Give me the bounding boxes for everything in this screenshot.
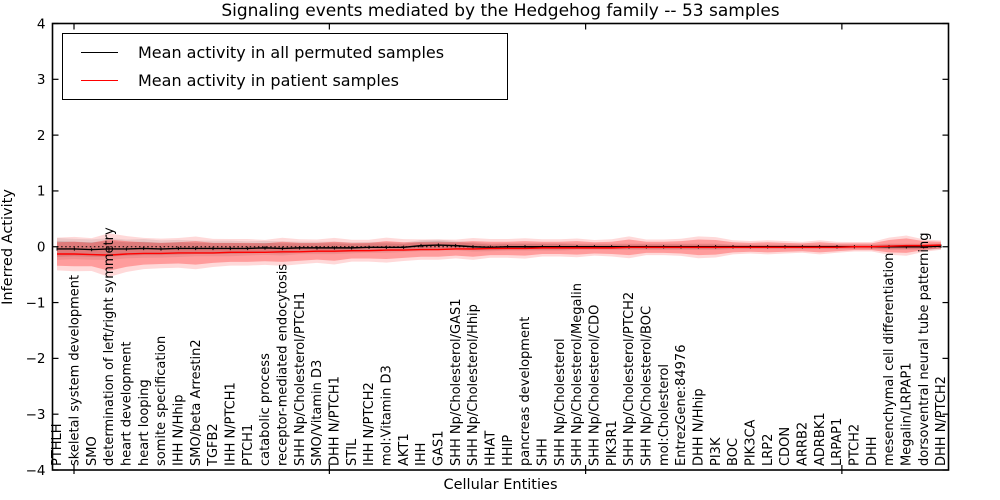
svg-text:PI3K: PI3K [709,437,724,466]
svg-text:−4: −4 [26,463,46,479]
svg-text:SHH Np/Cholesterol/Hhip: SHH Np/Cholesterol/Hhip [466,304,481,466]
svg-text:DHH N/PTCH2: DHH N/PTCH2 [934,376,949,466]
svg-text:TGFB2: TGFB2 [206,423,221,467]
legend: Mean activity in all permuted samples Me… [62,33,508,100]
svg-text:GAS1: GAS1 [431,431,446,467]
svg-text:IHH N/Hhip: IHH N/Hhip [171,395,186,467]
x-axis-label: Cellular Entities [443,477,558,493]
svg-text:HHAT: HHAT [483,431,498,466]
svg-text:PIK3R1: PIK3R1 [605,420,620,466]
x-tick-labels: PTHLH skeletal system development SMO deter… [50,227,949,467]
legend-item-permuted: Mean activity in all permuted samples [81,40,507,66]
svg-text:−1: −1 [26,295,46,311]
svg-text:somite specification: somite specification [154,336,169,466]
svg-text:2: 2 [37,128,46,144]
svg-text:BOC: BOC [726,438,741,466]
svg-text:heart development: heart development [119,341,134,466]
legend-label-permuted: Mean activity in all permuted samples [138,43,445,63]
svg-text:SHH Np/Cholesterol/CDO: SHH Np/Cholesterol/CDO [587,305,602,466]
svg-text:heart looping: heart looping [137,379,152,466]
legend-item-patient: Mean activity in patient samples [81,67,507,93]
svg-text:DHH N/Hhip: DHH N/Hhip [691,388,706,466]
legend-label-patient: Mean activity in patient samples [138,70,399,90]
svg-text:determination of left/right sy: determination of left/right symmetry [102,227,117,466]
svg-text:PTHLH: PTHLH [50,423,65,466]
svg-text:−3: −3 [26,407,46,423]
band-layers [57,233,941,278]
svg-text:receptor-mediated endocytosis: receptor-mediated endocytosis [275,264,290,466]
svg-text:skeletal system development: skeletal system development [67,275,82,466]
svg-text:Megalin/LRPAP1: Megalin/LRPAP1 [899,362,914,466]
svg-text:3: 3 [37,72,46,88]
svg-text:SHH Np/Cholesterol/PTCH2: SHH Np/Cholesterol/PTCH2 [622,292,637,466]
permuted-line-sample [81,52,118,54]
svg-text:SMO/beta Arrestin2: SMO/beta Arrestin2 [189,339,204,466]
svg-text:1: 1 [37,184,46,200]
axis-ticks [52,22,949,474]
svg-text:catabolic process: catabolic process [258,353,273,466]
svg-text:DHH N/PTCH1: DHH N/PTCH1 [327,376,342,466]
svg-text:IHH N/PTCH2: IHH N/PTCH2 [362,382,377,466]
svg-text:PTCH1: PTCH1 [241,424,256,466]
svg-text:mol:Cholesterol: mol:Cholesterol [657,364,672,466]
svg-text:STIL: STIL [345,438,360,466]
patient-line-sample [81,79,118,81]
svg-text:mol:Vitamin D3: mol:Vitamin D3 [379,365,394,466]
svg-text:mesenchymal cell differentiati: mesenchymal cell differentiation [882,253,897,466]
svg-text:IHH N/PTCH1: IHH N/PTCH1 [223,382,238,466]
svg-text:SHH: SHH [535,438,550,466]
svg-text:DHH: DHH [865,436,880,466]
svg-text:SHH Np/Cholesterol/PTCH1: SHH Np/Cholesterol/PTCH1 [293,292,308,466]
svg-text:AKT1: AKT1 [397,433,412,466]
svg-text:SHH Np/Cholesterol: SHH Np/Cholesterol [553,338,568,466]
svg-text:ADRBK1: ADRBK1 [813,412,828,466]
svg-text:SHH Np/Cholesterol/GAS1: SHH Np/Cholesterol/GAS1 [449,298,464,466]
svg-text:LRPAP1: LRPAP1 [830,418,845,466]
svg-text:PTCH2: PTCH2 [847,424,862,466]
chart-title: Signaling events mediated by the Hedgeho… [221,1,780,21]
y-tick-labels: 4 3 2 1 0 −1 −2 −3 −4 [26,16,46,479]
svg-text:SMO: SMO [85,436,100,466]
svg-text:SMO/Vitamin D3: SMO/Vitamin D3 [310,360,325,466]
svg-text:0: 0 [37,240,46,256]
svg-text:HHIP: HHIP [501,435,516,466]
svg-text:CDON: CDON [778,427,793,466]
series-lines [56,243,942,256]
svg-text:PIK3CA: PIK3CA [743,419,758,466]
svg-text:ARRB2: ARRB2 [795,422,810,466]
svg-text:SHH Np/Cholesterol/Megalin: SHH Np/Cholesterol/Megalin [570,283,585,466]
svg-text:4: 4 [37,16,46,32]
svg-text:pancreas development: pancreas development [518,317,533,466]
svg-text:SHH Np/Cholesterol/BOC: SHH Np/Cholesterol/BOC [639,306,654,466]
svg-text:IHH: IHH [414,443,429,466]
svg-text:LRP2: LRP2 [761,434,776,466]
svg-text:dorsoventral neural tube patte: dorsoventral neural tube patterning [917,233,932,466]
svg-text:−2: −2 [26,351,46,367]
svg-text:EntrezGene:84976: EntrezGene:84976 [674,345,689,466]
